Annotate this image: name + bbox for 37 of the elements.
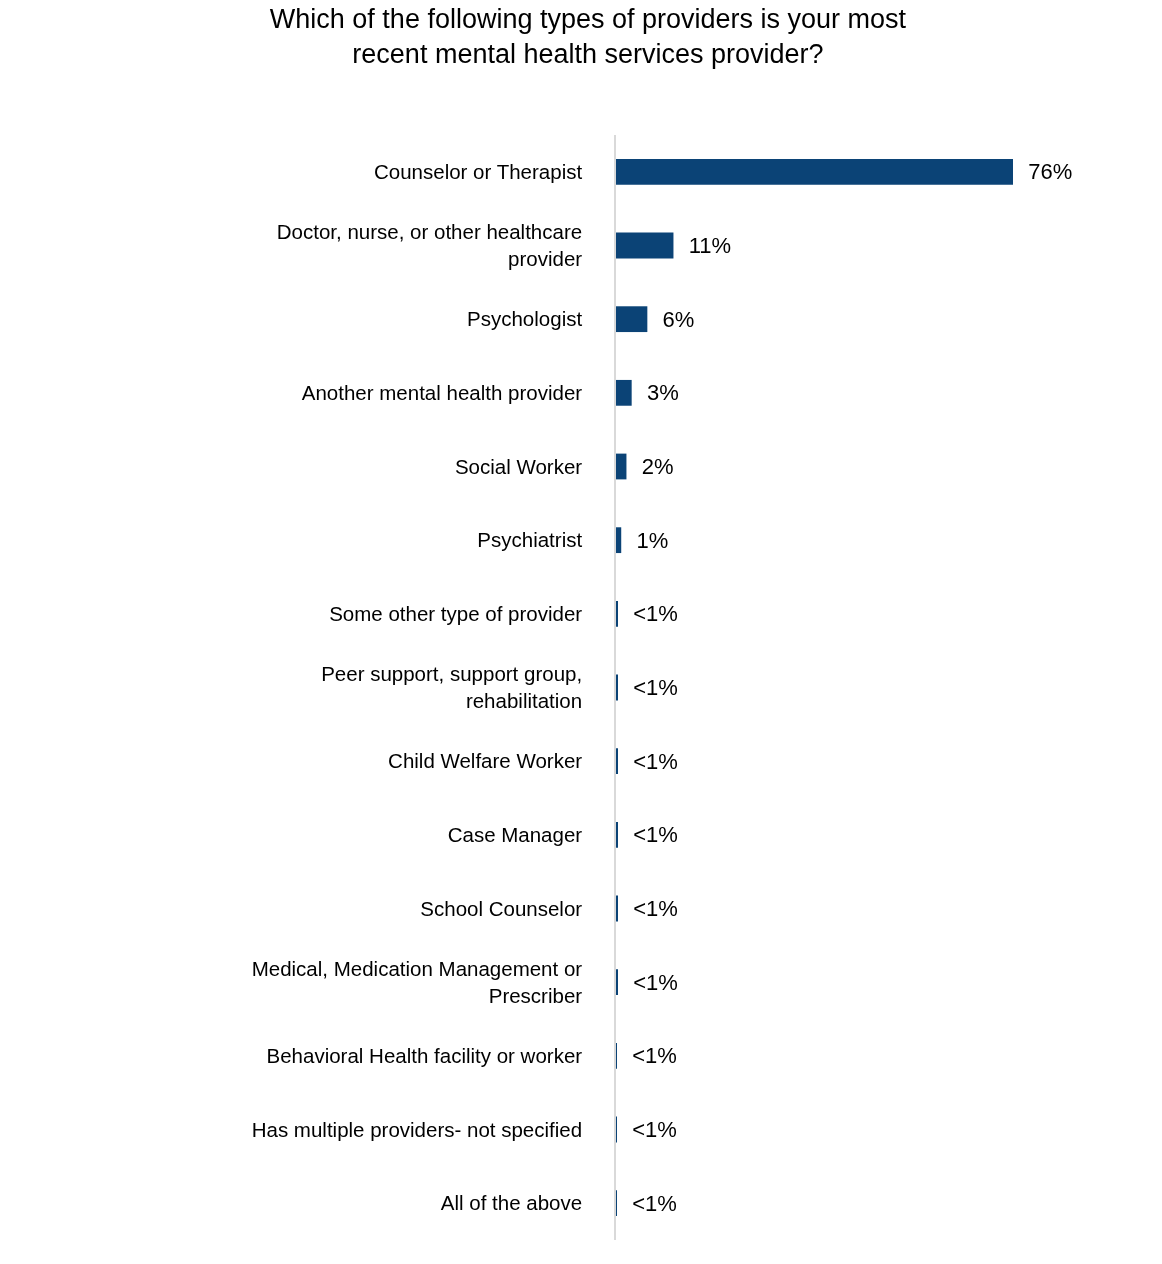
data-label: 1% [624,527,669,553]
y-tick-label: Another mental health provider [301,381,583,404]
y-tick-label: Has multiple providers- not specified [251,1117,583,1141]
data-label: 2% [629,454,674,479]
bar [616,379,632,406]
data-label: <1% [621,896,678,921]
y-tick-label: Psychiatrist [477,528,583,552]
y-tick-label: All of the above [440,1191,583,1215]
bar [616,453,627,480]
data-label: 76% [1016,159,1073,185]
data-label: 11% [676,233,732,258]
data-label: <1% [621,969,678,995]
y-tick-label: Peer support, support group, rehabilitation [321,662,583,712]
bar [616,232,674,259]
data-label: <1% [621,675,678,700]
data-label: <1% [620,1190,677,1216]
data-label: <1% [620,1043,677,1069]
y-tick-label: Child Welfare Worker [388,749,583,773]
y-tick-label: Doctor, nurse, or other healthcare provider [276,220,583,270]
y-tick-label: Case Manager [447,823,583,847]
chart-title: Which of the following types of providers is your most recent mental health services provider? [269,4,907,70]
bar [616,158,1013,185]
bar [616,527,622,554]
data-label: 3% [634,380,679,406]
y-tick-label: Medical, Medication Management or Prescriber [251,957,583,1007]
y-tick-label: Some other type of provider [329,602,583,626]
data-label: 6% [650,306,695,332]
y-tick-label: Counselor or Therapist [373,160,583,184]
data-label: <1% [621,601,678,627]
data-label: <1% [621,822,678,848]
data-label: <1% [621,748,678,774]
y-tick-label: School Counselor [420,896,583,920]
y-tick-label: Behavioral Health facility or worker [266,1044,583,1068]
y-tick-label: Social Worker [454,454,583,478]
data-label: <1% [620,1117,677,1142]
bar [616,306,648,333]
y-tick-label: Psychologist [467,307,583,331]
